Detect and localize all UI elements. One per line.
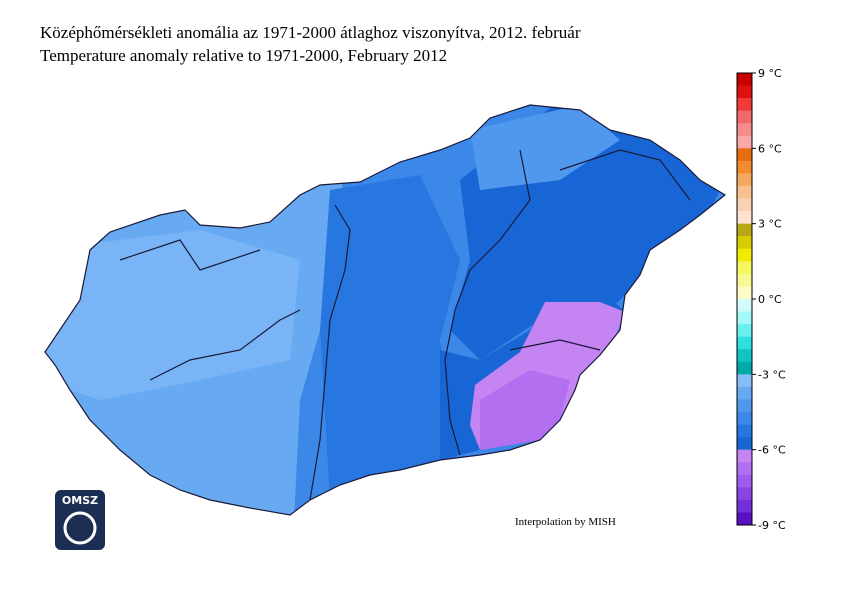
colorbar-segment [737,211,752,224]
colorbar-segment [737,499,752,513]
colorbar-segment [737,273,752,287]
boundaries [44,104,727,516]
colorbar-segment [737,487,752,501]
colorbar-segment [737,73,752,86]
colorbar-segment [737,135,752,149]
colorbar-segment [737,248,752,262]
colorbar-segment [737,123,752,137]
colorbar-tick-label: -9 °C [758,519,786,532]
colorbar-segment [737,399,752,413]
colorbar-tick-label: 3 °C [758,218,782,231]
colorbar-segment [737,311,752,325]
colorbar-segment [737,374,752,388]
colorbar-segment [737,261,752,275]
colorbar-tick-label: 9 °C [758,67,782,80]
colorbar-segment [737,412,752,425]
colorbar-segment [737,437,752,450]
colorbar-tick-label: 6 °C [758,142,782,155]
colorbar-segment [737,449,752,463]
colorbar-tick-label: 0 °C [758,293,782,306]
colorbar-segment [737,198,752,212]
colorbar-segment [737,424,752,438]
colorbar-segment [737,173,752,187]
colorbar: 9 °C 6 °C 3 °C 0 °C -3 °C -6 °C -9 °C [736,67,786,532]
colorbar-segment [737,186,752,199]
colorbar-segment [737,286,752,300]
colorbar-segment [737,98,752,111]
colorbar-segment [737,386,752,400]
colorbar-tick-label: -3 °C [758,368,786,381]
subtitle: Temperature anomaly relative to 1971-200… [40,46,447,65]
colorbar-segment [737,336,752,350]
colorbar-segment [737,462,752,476]
colorbar-segment [737,160,752,174]
colorbar-segment [737,110,752,124]
colorbar-segment [737,148,752,162]
colorbar-segment [737,512,752,526]
colorbar-segment [737,324,752,337]
colorbar-segment [737,361,752,375]
title: Középhőmérsékleti anomália az 1971-2000 … [40,23,581,42]
colorbar-tick-label: -6 °C [758,444,786,457]
colorbar-segment [737,474,752,488]
colorbar-segment [737,299,752,312]
credit: Interpolation by MISH [515,516,616,528]
colorbar-segment [737,85,752,99]
logo-swirl [63,511,97,545]
colorbar-segment [737,223,752,237]
colorbar-segment [737,236,752,250]
logo-text: OMSZ [62,494,98,507]
colorbar-segment [737,349,752,363]
